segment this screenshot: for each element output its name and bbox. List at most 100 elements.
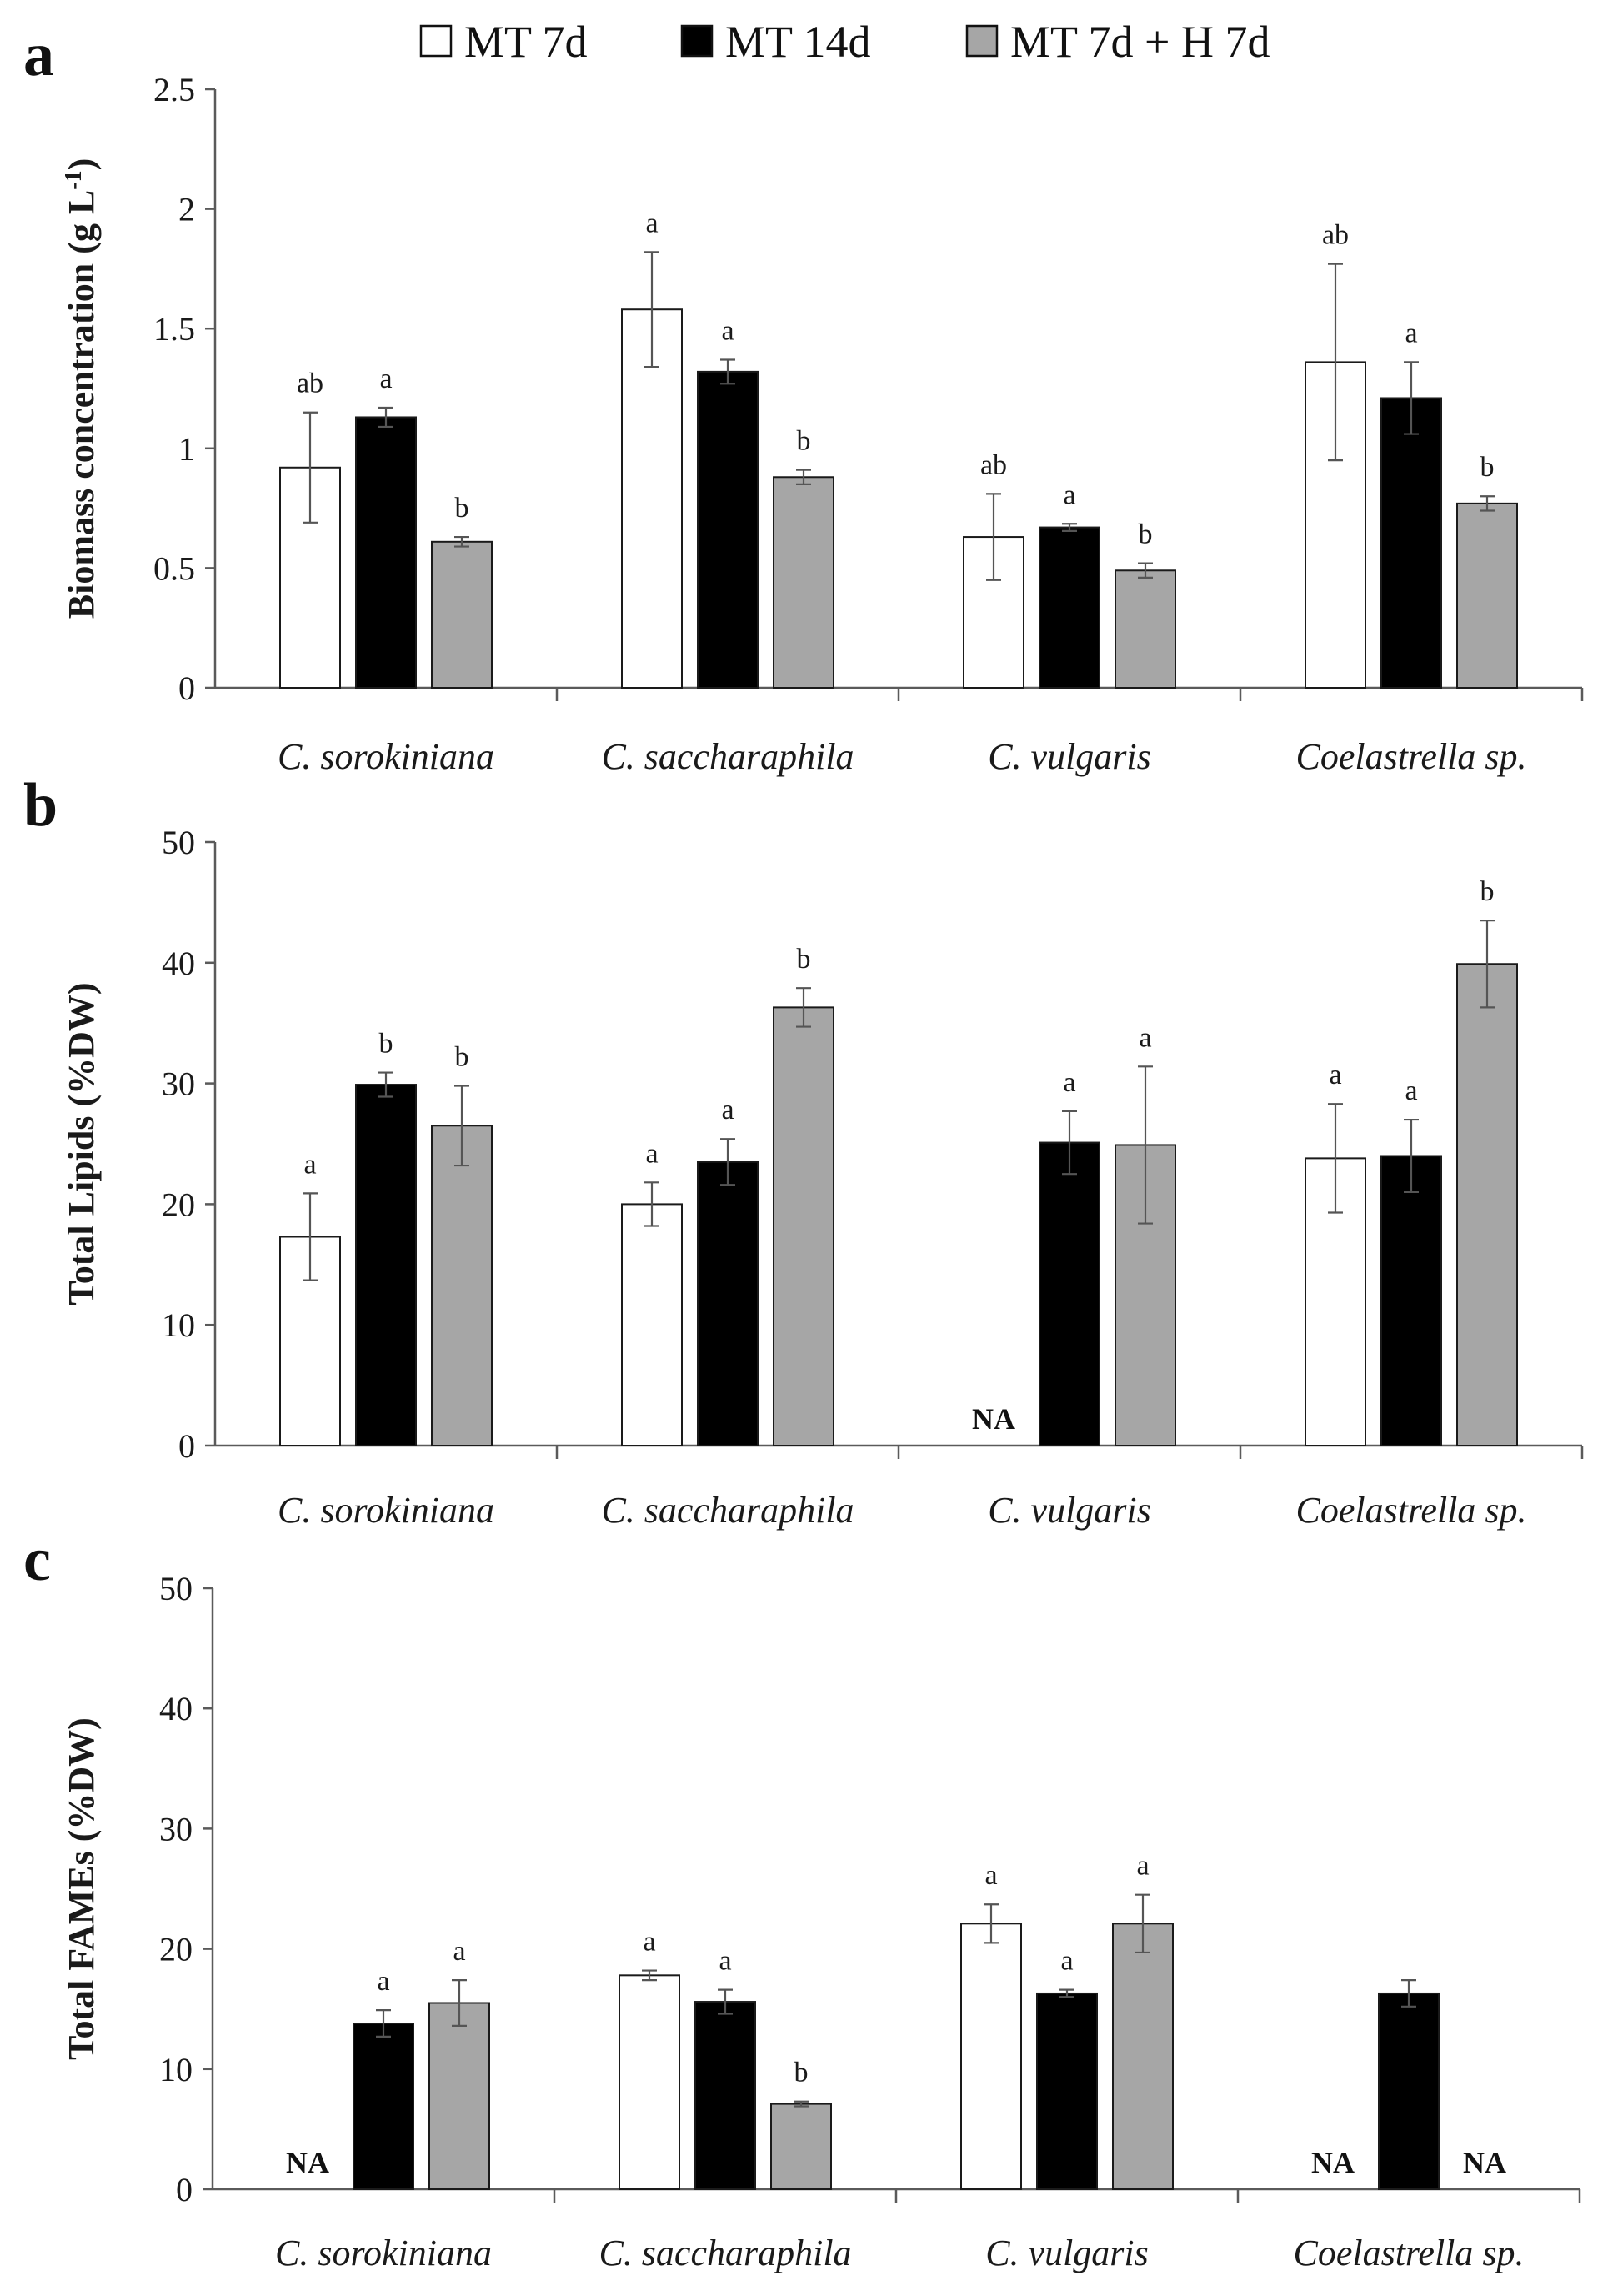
significance-letter: a <box>719 1946 731 1977</box>
bar-mt-7d-coelastrella-sp <box>1305 1157 1366 1446</box>
y-tick-label: 0 <box>178 1427 195 1465</box>
bar-mt-14d-coelastrella-sp <box>1380 397 1442 689</box>
significance-letter: a <box>1139 1022 1151 1053</box>
significance-letter: a <box>1063 479 1075 510</box>
significance-letter: ab <box>980 449 1007 480</box>
legend-label-mt-14d: MT 14d <box>725 17 871 67</box>
x-category-label-c-saccharaphila: C. saccharaphila <box>599 2233 851 2273</box>
bar-mt-7d-h-7d-coelastrella-sp <box>1456 502 1518 689</box>
na-label: NA <box>1311 2146 1355 2179</box>
y-tick-label: 0.5 <box>153 549 195 587</box>
na-label: NA <box>1463 2146 1506 2179</box>
significance-letter: b <box>794 2058 809 2088</box>
panel-a-biomass-chart: a Biomass concentration (g L-1) 0 0.5 1 1.5 2 2… <box>23 21 1584 777</box>
y-tick-label: 50 <box>159 1570 193 1607</box>
x-category-label-coelastrella-sp: Coelastrella sp. <box>1295 736 1526 777</box>
significance-letter: a <box>379 363 392 394</box>
significance-letter: b <box>1480 452 1495 483</box>
x-category-label-c-sorokiniana: C. sorokiniana <box>275 2233 492 2273</box>
significance-letter: a <box>1405 318 1417 348</box>
significance-letter: a <box>721 1095 734 1125</box>
significance-letter: a <box>645 208 658 238</box>
y-axis-label: Biomass concentration (g L-1) <box>61 158 103 619</box>
bar-mt-7d-h-7d-c-sorokiniana <box>431 1125 493 1447</box>
bar-mt-7d-h-7d-c-sorokiniana <box>431 540 493 689</box>
y-tick-label: 30 <box>159 1810 193 1847</box>
y-tick-label: 30 <box>162 1065 195 1103</box>
x-category-label-c-saccharaphila: C. saccharaphila <box>601 1490 854 1531</box>
significance-letter: b <box>1480 876 1495 907</box>
significance-letter: a <box>721 316 734 347</box>
y-axis-label: Total FAMEs (%DW) <box>61 1717 102 2060</box>
bar-mt-7d-h-7d-c-saccharaphila <box>773 476 834 689</box>
y-axis-label: Total Lipids (%DW) <box>61 982 102 1305</box>
x-category-label-c-saccharaphila: C. saccharaphila <box>601 736 854 777</box>
legend-label-mt-7d: MT 7d <box>464 17 588 67</box>
significance-letter: b <box>379 1029 393 1060</box>
y-tick-label: 1 <box>178 430 195 468</box>
y-tick-label: 0 <box>176 2171 193 2208</box>
legend-swatch-mt-7d-h-7d <box>965 24 999 58</box>
significance-letter: ab <box>1322 220 1349 251</box>
bar-mt-14d-c-sorokiniana <box>355 1084 417 1446</box>
bar-mt-14d-coelastrella-sp <box>1378 1992 1440 2191</box>
panel-letter: a <box>23 21 54 89</box>
x-category-label-c-vulgaris: C. vulgaris <box>988 736 1151 777</box>
bar-mt-7d-coelastrella-sp <box>1305 361 1366 689</box>
x-category-label-c-sorokiniana: C. sorokiniana <box>278 1490 494 1531</box>
bar-mt-7d-c-saccharaphila <box>619 1974 680 2190</box>
bar-mt-14d-c-saccharaphila <box>697 370 759 689</box>
significance-letter: a <box>1405 1075 1417 1106</box>
x-category-label-c-sorokiniana: C. sorokiniana <box>278 736 494 777</box>
bar-mt-7d-h-7d-coelastrella-sp <box>1456 963 1518 1447</box>
y-tick-label: 40 <box>162 945 195 982</box>
legend-swatch-mt-14d <box>680 24 714 58</box>
panel-b-total-lipids-chart: b Total Lipids (%DW) 0 10 20 30 40 50 C. sorokin… <box>23 771 1584 1531</box>
significance-letter: a <box>643 1927 655 1958</box>
na-label: NA <box>972 1402 1015 1436</box>
y-tick-label: 10 <box>162 1306 195 1344</box>
bar-mt-14d-c-vulgaris <box>1039 526 1100 689</box>
na-label: NA <box>286 2146 329 2179</box>
bar-mt-7d-h-7d-c-saccharaphila <box>773 1006 834 1446</box>
significance-letter: a <box>453 1936 465 1967</box>
y-tick-label: 20 <box>162 1186 195 1223</box>
bar-mt-14d-c-sorokiniana <box>355 416 417 689</box>
significance-letter: b <box>455 1041 469 1072</box>
significance-letter: a <box>1136 1851 1149 1882</box>
bar-mt-14d-c-saccharaphila <box>697 1161 759 1446</box>
bar-mt-14d-c-saccharaphila <box>694 2001 756 2191</box>
bar-mt-7d-c-vulgaris <box>960 1923 1022 2191</box>
bar-mt-7d-h-7d-c-sorokiniana <box>428 2002 490 2190</box>
legend-label-mt-7d-h-7d: MT 7d + H 7d <box>1010 17 1270 67</box>
bar-mt-14d-coelastrella-sp <box>1380 1155 1442 1446</box>
panel-letter: c <box>23 1526 51 1594</box>
bar-mt-14d-c-vulgaris <box>1039 1141 1100 1446</box>
bar-mt-14d-c-sorokiniana <box>353 2023 414 2190</box>
y-tick-label: 20 <box>159 1931 193 1968</box>
bar-mt-7d-h-7d-c-vulgaris <box>1112 1923 1174 2191</box>
legend-swatch-mt-7d <box>419 24 453 58</box>
panel-c-total-fames-chart: c Total FAMEs (%DW) 0 10 20 30 40 50 C. sorokini… <box>23 1526 1581 2273</box>
significance-letter: b <box>455 493 469 524</box>
significance-letter: b <box>1139 519 1153 550</box>
bar-mt-7d-h-7d-c-vulgaris <box>1115 569 1176 689</box>
x-category-label-coelastrella-sp: Coelastrella sp. <box>1293 2233 1524 2273</box>
bar-mt-7d-c-saccharaphila <box>621 308 683 689</box>
x-category-label-c-vulgaris: C. vulgaris <box>985 2233 1149 2273</box>
y-tick-label: 10 <box>159 2051 193 2088</box>
legend: MT 7d MT 14d MT 7d + H 7d <box>419 17 1270 67</box>
significance-letter: a <box>1329 1060 1341 1090</box>
significance-letter: b <box>797 944 811 975</box>
significance-letter: b <box>797 426 811 457</box>
y-tick-label: 50 <box>162 824 195 861</box>
y-tick-label: 1.5 <box>153 310 195 348</box>
x-category-label-c-vulgaris: C. vulgaris <box>988 1490 1151 1531</box>
significance-letter: a <box>377 1966 389 1997</box>
significance-letter: ab <box>297 368 323 399</box>
x-category-label-coelastrella-sp: Coelastrella sp. <box>1295 1490 1526 1531</box>
bar-mt-14d-c-vulgaris <box>1036 1992 1098 2191</box>
significance-letter: a <box>1063 1067 1075 1098</box>
panel-letter: b <box>23 771 58 840</box>
